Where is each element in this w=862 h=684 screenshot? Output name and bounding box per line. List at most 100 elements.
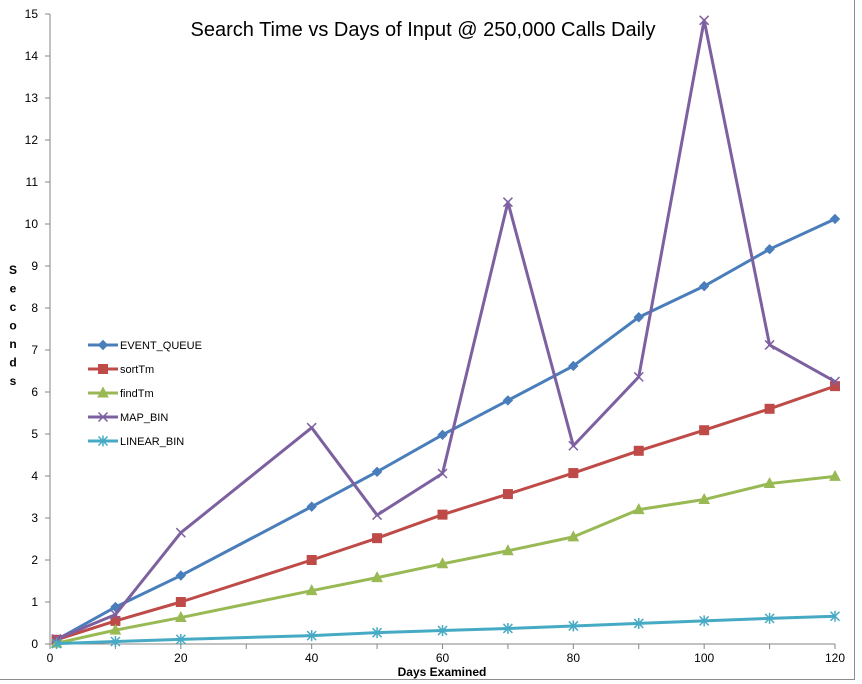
x-tick-label: 0 — [47, 651, 54, 665]
legend-item-event-queue: EVENT_QUEUE — [88, 339, 202, 352]
data-point-diamond — [633, 312, 644, 323]
y-tick-label: 9 — [31, 259, 38, 273]
x-tick-label: 40 — [305, 651, 319, 665]
data-point-star — [51, 638, 62, 650]
data-point-triangle — [829, 469, 841, 481]
y-tick-label: 15 — [25, 7, 39, 21]
legend-item-linear-bin: LINEAR_BIN — [88, 435, 184, 448]
data-point-triangle — [763, 476, 776, 489]
y-tick-label: 7 — [31, 343, 38, 357]
data-point-x — [437, 468, 448, 479]
y-tick-label: 8 — [31, 301, 38, 315]
data-point-diamond — [568, 360, 579, 372]
series-findtm — [50, 469, 841, 648]
data-point-x — [372, 510, 383, 521]
data-point-x — [97, 411, 109, 423]
legend-label: MAP_BIN — [120, 412, 168, 424]
y-tick-label: 10 — [25, 217, 39, 231]
data-point-diamond — [437, 429, 448, 441]
data-point-x — [764, 339, 775, 350]
data-point-star — [97, 435, 109, 447]
data-point-diamond — [371, 466, 383, 478]
y-tick-label: 0 — [31, 637, 38, 651]
data-point-square — [699, 425, 710, 436]
y-axis-title-letter: o — [9, 319, 16, 333]
series-line-sorttm — [56, 384, 836, 642]
data-point-x-stroke — [502, 197, 513, 208]
data-point-x-stroke — [568, 440, 579, 451]
series-line-findtm — [56, 474, 836, 645]
data-point-x-stroke — [764, 339, 775, 350]
data-point-x-stroke — [306, 422, 317, 433]
data-point-star — [110, 635, 121, 647]
y-tick-label: 1 — [31, 595, 38, 609]
y-tick-label: 12 — [25, 133, 39, 147]
data-point-triangle — [698, 492, 710, 505]
data-point-x-stroke — [175, 527, 186, 538]
data-point-diamond — [764, 243, 775, 255]
data-point-star — [764, 612, 775, 624]
x-tick-label: 60 — [436, 651, 450, 665]
data-point-x — [699, 15, 710, 26]
data-point-diamond — [175, 570, 187, 581]
data-point-triangle — [97, 386, 109, 398]
data-point-x-stroke — [372, 510, 383, 521]
series-line-event-queue — [55, 217, 836, 642]
y-axis-title-letter: e — [10, 282, 17, 296]
legend-item-map-bin: MAP_BIN — [88, 411, 168, 424]
legend-label: findTm — [120, 388, 154, 400]
data-point-x-stroke — [633, 371, 644, 382]
series-line-map-bin — [55, 18, 836, 641]
y-tick-label: 5 — [31, 427, 38, 441]
data-point-x-stroke — [110, 609, 121, 620]
data-point-x — [829, 376, 841, 387]
y-tick-label: 6 — [31, 385, 38, 399]
y-axis-title-letter: d — [9, 356, 16, 370]
data-point-star — [437, 625, 448, 637]
legend-item-findtm: findTm — [88, 386, 154, 400]
y-axis-title-letter: n — [9, 337, 16, 351]
data-point-square — [306, 555, 317, 565]
data-point-diamond — [502, 395, 514, 406]
data-point-square — [437, 509, 448, 520]
data-point-x — [502, 197, 513, 208]
x-tick-label: 100 — [694, 651, 714, 665]
legend-item-sorttm: sortTm — [88, 364, 154, 376]
data-point-x — [568, 440, 579, 451]
data-point-x — [110, 609, 121, 620]
data-point-triangle — [175, 610, 187, 623]
data-point-square — [764, 403, 775, 414]
data-point-x — [306, 422, 317, 433]
data-point-square — [633, 445, 644, 456]
data-point-x-stroke — [97, 411, 109, 423]
data-point-x-stroke — [699, 15, 710, 26]
data-point-star — [633, 617, 644, 629]
y-axis-title-letter: s — [10, 374, 17, 388]
data-point-triangle — [502, 544, 514, 556]
x-tick-label: 20 — [174, 651, 188, 665]
data-point-star — [502, 622, 513, 634]
legend-label: LINEAR_BIN — [120, 436, 184, 448]
data-point-star — [372, 627, 383, 639]
data-point-star — [699, 615, 710, 627]
data-point-triangle — [109, 623, 122, 635]
y-tick-label: 11 — [26, 175, 39, 189]
legend-label: EVENT_QUEUE — [120, 340, 202, 352]
series-map-bin — [51, 15, 841, 644]
data-point-diamond — [829, 213, 841, 225]
data-point-square — [372, 533, 383, 544]
data-point-square — [830, 381, 840, 392]
series-linear-bin — [51, 610, 841, 650]
y-tick-label: 13 — [25, 91, 39, 105]
data-point-diamond — [306, 501, 317, 512]
data-point-triangle — [305, 584, 318, 596]
y-tick-label: 14 — [25, 49, 39, 63]
data-point-square — [568, 468, 579, 479]
series-sorttm — [51, 381, 840, 645]
x-tick-label: 80 — [567, 651, 581, 665]
y-axis-title-letter: S — [9, 263, 17, 277]
chart-title: Search Time vs Days of Input @ 250,000 C… — [191, 19, 656, 41]
